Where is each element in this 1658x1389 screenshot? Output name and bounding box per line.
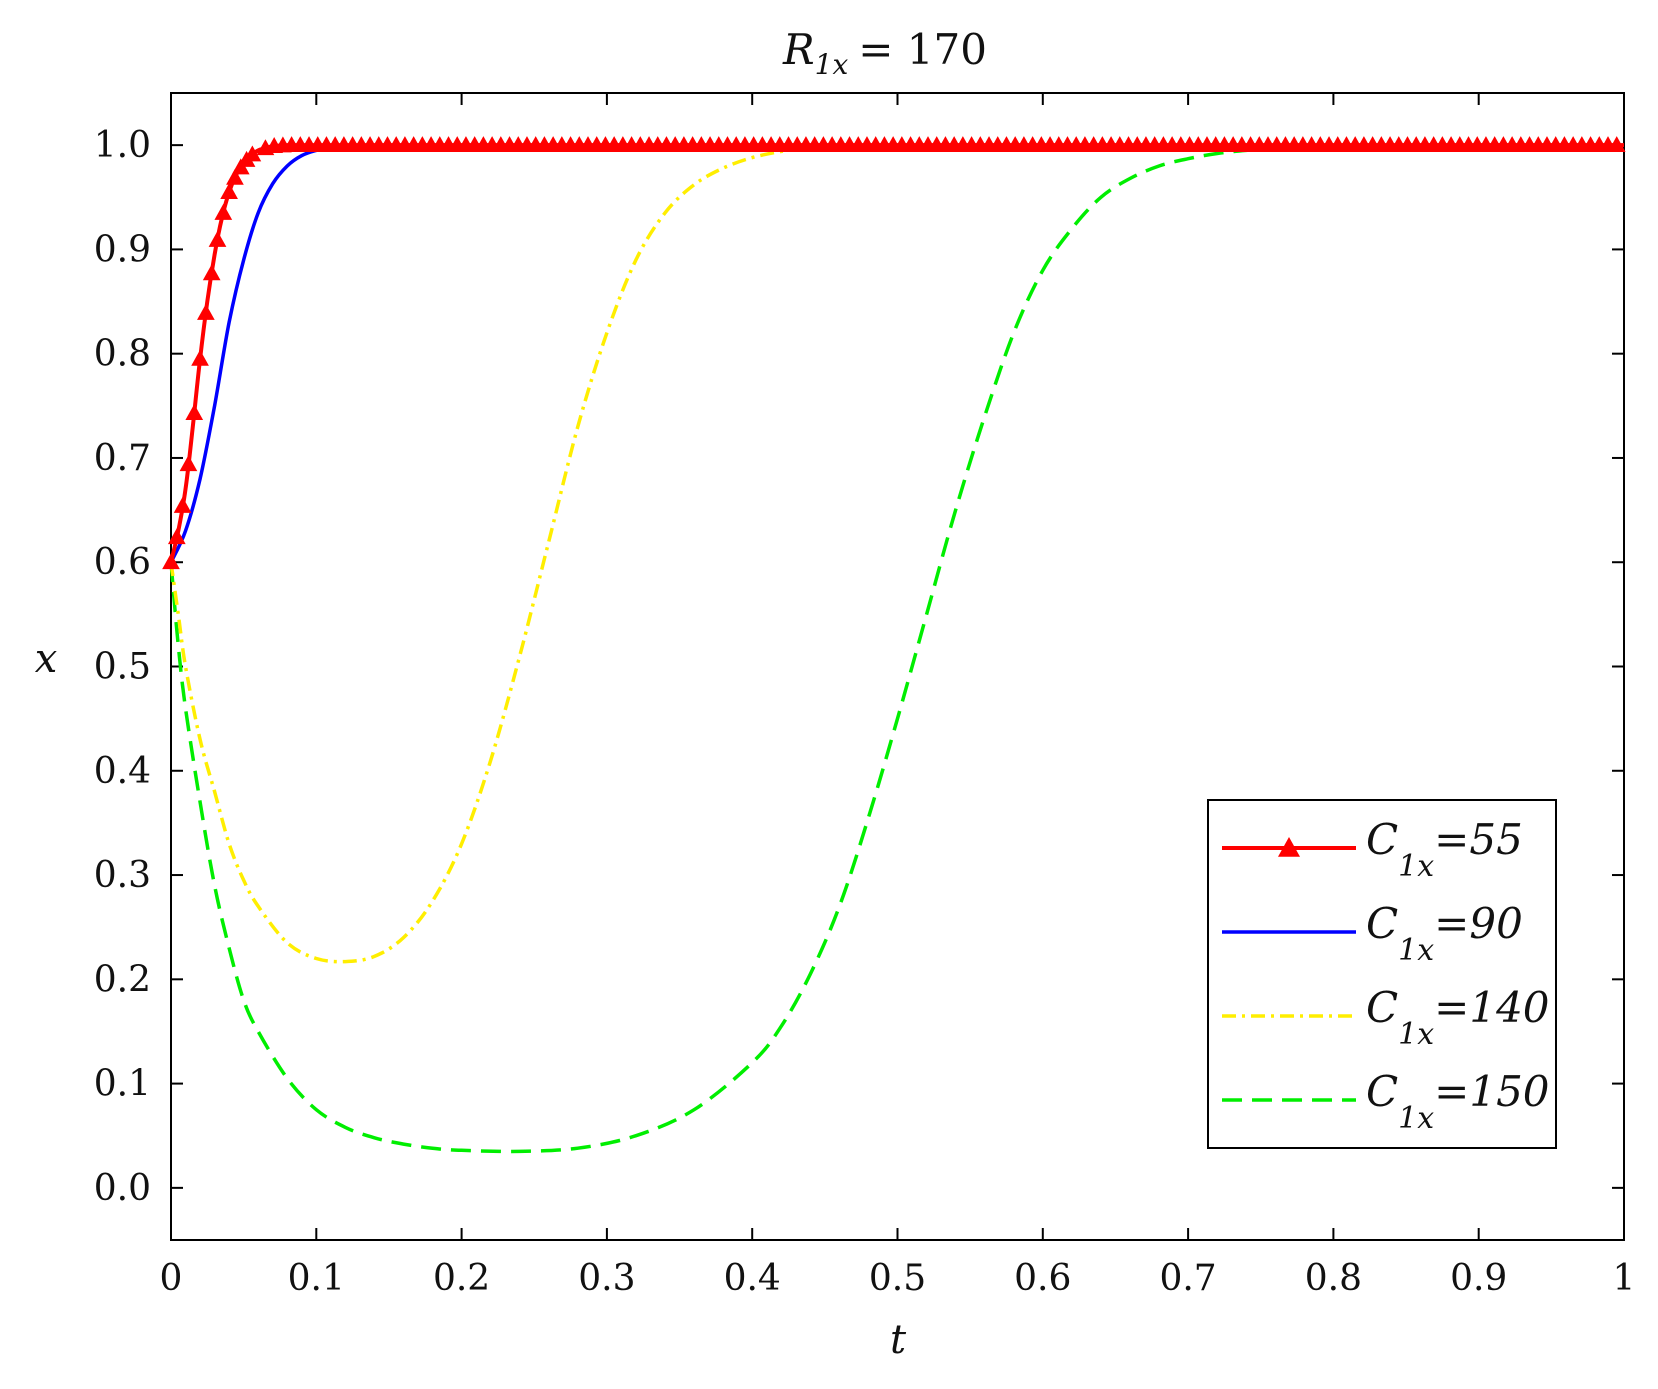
y-tick-label: 0.9 xyxy=(94,229,151,270)
legend-marker xyxy=(1278,837,1300,857)
y-tick-label: 0.8 xyxy=(94,334,151,375)
y-tick-label: 0.5 xyxy=(94,647,151,688)
title-value: = 170 xyxy=(858,25,987,74)
legend-label: C1x=90 xyxy=(1366,899,1523,968)
data-point-marker xyxy=(179,455,198,472)
y-tick-label: 1.0 xyxy=(94,125,151,166)
x-axis-label: t xyxy=(890,1317,907,1363)
data-point-marker xyxy=(208,230,227,247)
legend-item: C1x=140 xyxy=(1222,983,1550,1052)
x-tick-label: 0.9 xyxy=(1450,1258,1507,1299)
data-point-marker xyxy=(202,264,221,281)
legend-box xyxy=(1207,799,1557,1149)
x-axis-ticks: 0 0.1 0.2 0.3 0.4 0.5 0.6 0.7 0.8 0.9 1 xyxy=(160,93,1636,1299)
data-point-marker xyxy=(214,203,233,220)
x-tick-label: 0.3 xyxy=(578,1258,635,1299)
y-tick-label: 0.1 xyxy=(94,1064,151,1105)
series-c1x-150 xyxy=(169,143,1624,1154)
series-c1x-90 xyxy=(169,143,1624,563)
series-line xyxy=(169,143,1624,563)
x-tick-label: 0 xyxy=(160,1258,183,1299)
legend-item: C1x=90 xyxy=(1222,899,1523,968)
x-tick-label: 0.4 xyxy=(724,1258,781,1299)
legend-label: C1x=150 xyxy=(1366,1067,1550,1136)
series-line xyxy=(169,143,1624,563)
legend-label: C1x=140 xyxy=(1366,983,1550,1052)
y-tick-label: 0.0 xyxy=(94,1168,151,1209)
data-point-marker xyxy=(220,183,238,199)
data-point-marker xyxy=(173,496,192,513)
legend-item: C1x=55 xyxy=(1222,815,1523,884)
data-point-marker xyxy=(185,404,204,421)
series-c1x-55 xyxy=(162,136,1626,570)
x-tick-label: 0.7 xyxy=(1159,1258,1216,1299)
series-line xyxy=(169,143,1624,1154)
title-variable: R xyxy=(782,25,815,74)
chart-title: R1x = 170 xyxy=(782,25,987,81)
title-subscript: 1x xyxy=(815,48,849,81)
y-axis-label: x xyxy=(35,636,58,682)
x-tick-label: 1 xyxy=(1613,1258,1636,1299)
data-point-marker xyxy=(162,553,180,570)
legend-label: C1x=55 xyxy=(1366,815,1523,884)
legend: C1x=55 C1x=90 C1x=140 C1x=150 xyxy=(1207,799,1557,1149)
x-tick-label: 0.1 xyxy=(288,1258,345,1299)
y-tick-label: 0.2 xyxy=(94,959,151,1000)
data-point-marker xyxy=(226,168,244,185)
y-tick-label: 0.3 xyxy=(94,855,151,896)
series-layer xyxy=(162,136,1626,1154)
x-tick-label: 0.5 xyxy=(869,1258,926,1299)
data-point-marker xyxy=(197,303,215,320)
x-tick-label: 0.8 xyxy=(1305,1258,1362,1299)
legend-item: C1x=150 xyxy=(1222,1067,1550,1136)
data-point-marker xyxy=(191,349,209,366)
x-tick-label: 0.2 xyxy=(433,1258,490,1299)
data-point-marker xyxy=(243,145,262,162)
y-tick-label: 0.4 xyxy=(94,751,151,792)
y-axis-ticks: 0.0 0.1 0.2 0.3 0.4 0.5 0.6 0.7 0.8 0.9 1.0 xyxy=(94,125,1624,1209)
x-tick-label: 0.6 xyxy=(1014,1258,1071,1299)
data-point-marker xyxy=(1607,136,1626,153)
data-point-marker xyxy=(167,528,186,545)
y-tick-label: 0.7 xyxy=(94,438,151,479)
y-tick-label: 0.6 xyxy=(94,542,151,583)
